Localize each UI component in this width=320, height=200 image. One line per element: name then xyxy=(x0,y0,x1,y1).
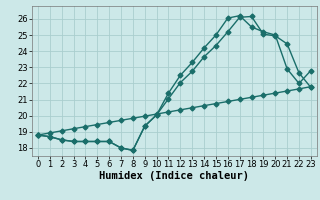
X-axis label: Humidex (Indice chaleur): Humidex (Indice chaleur) xyxy=(100,171,249,181)
